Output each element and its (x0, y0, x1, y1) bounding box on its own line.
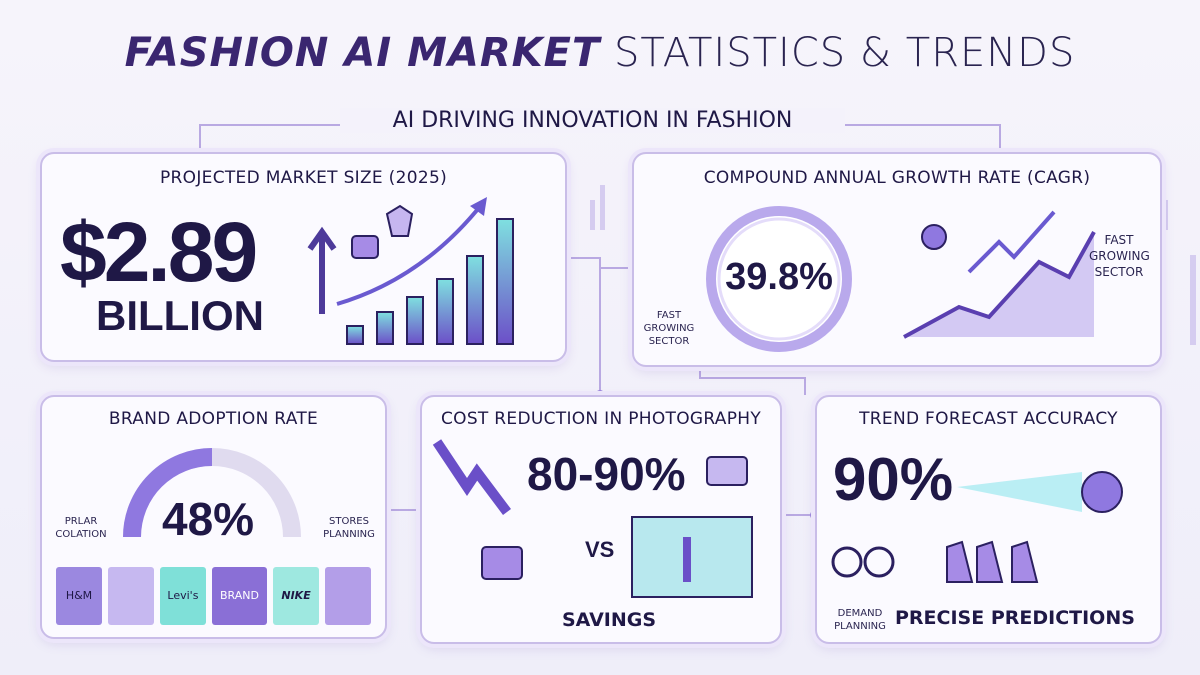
decoration (346, 325, 364, 345)
decoration (706, 206, 852, 352)
decoration (631, 516, 753, 598)
decoration (406, 296, 424, 345)
decoration (346, 218, 514, 345)
card-title: COMPOUND ANNUAL GROWTH RATE (CAGR) (703, 168, 1091, 188)
decoration (565, 257, 601, 395)
decoration (1190, 255, 1196, 345)
decoration (904, 232, 1094, 337)
title: FASHION AI MARKET STATISTICS & TRENDS (0, 30, 1200, 76)
note: DEMAND PLANNING (834, 608, 886, 632)
title-light: STATISTICS & TRENDS (613, 30, 1076, 76)
bags: H&M Levi's BRAND NIKE (56, 567, 371, 625)
caption: PRECISE PREDICTIONS (895, 607, 1135, 629)
card-title: TREND FORECAST ACCURACY (859, 409, 1118, 429)
bag: H&M (56, 567, 102, 625)
decoration (600, 185, 605, 230)
decoration (325, 567, 371, 625)
note: STORES PLANNING (323, 516, 375, 540)
decoration (831, 546, 863, 578)
decoration (199, 124, 1001, 516)
market-size-card: PROJECTED MARKET SIZE (2025) $2.89 BILLI… (40, 152, 567, 362)
adoption-gauge (123, 448, 301, 538)
card-title: PROJECTED MARKET SIZE (2025) (160, 168, 447, 188)
trend-graphic (903, 210, 1096, 339)
cagr-ring (706, 206, 852, 352)
decoration (863, 546, 895, 578)
decoration (481, 546, 523, 580)
note: FAST GROWING SECTOR (1089, 233, 1150, 279)
decoration (946, 540, 1039, 583)
cagr-value: 39.8% (725, 256, 833, 298)
bag: NIKE (273, 567, 320, 625)
decoration (957, 472, 1082, 512)
decoration (903, 231, 1096, 339)
decoration (432, 439, 511, 515)
decoration (967, 210, 1056, 274)
forecast-card: TREND FORECAST ACCURACY 90% DEMAND PLANN… (815, 395, 1162, 644)
decoration (699, 365, 806, 395)
decoration (1081, 471, 1123, 513)
decoration (717, 217, 841, 341)
decoration (307, 226, 337, 314)
photography-card: COST REDUCTION IN PHOTOGRAPHY 80-90% VS … (420, 395, 782, 644)
savings: SAVINGS (562, 609, 657, 631)
market-unit: BILLION (96, 292, 264, 339)
decoration (466, 255, 484, 345)
card-title: COST REDUCTION IN PHOTOGRAPHY (440, 409, 762, 429)
market-value: $2.89 (60, 205, 258, 299)
decoration (385, 204, 414, 237)
forecast-value: 90% (833, 446, 954, 513)
decoration (376, 311, 394, 345)
decoration (199, 124, 340, 152)
note: FAST GROWING SECTOR (643, 310, 695, 347)
bag: BRAND (211, 567, 268, 625)
photography-value: 80-90% (527, 448, 686, 500)
decoration (706, 456, 748, 486)
vs: VS (585, 537, 615, 562)
decoration (351, 235, 379, 259)
cagr-card: COMPOUND ANNUAL GROWTH RATE (CAGR) 39.8%… (632, 152, 1162, 367)
decoration (123, 448, 213, 538)
decoration (845, 124, 1001, 152)
title-bold: FASHION AI MARKET (124, 30, 601, 76)
subtitle: AI DRIVING INNOVATION IN FASHION (340, 108, 845, 133)
decoration (107, 567, 154, 625)
bag: Levi's (159, 567, 206, 625)
decoration (470, 197, 487, 216)
card-title: BRAND ADOPTION RATE (108, 409, 319, 429)
growth-graphic (307, 197, 514, 345)
adoption-card: BRAND ADOPTION RATE 48% PRLAR COLATION S… (40, 395, 387, 639)
adoption-value: 48% (162, 493, 255, 545)
decoration (921, 224, 947, 250)
decoration (436, 278, 454, 345)
forecast-graphic (831, 471, 1123, 583)
decoration (1162, 200, 1168, 230)
decoration (590, 200, 595, 230)
decoration (336, 202, 484, 306)
photo-graphic (432, 439, 753, 598)
decoration (496, 218, 514, 345)
note: PRLAR COLATION (55, 516, 107, 540)
